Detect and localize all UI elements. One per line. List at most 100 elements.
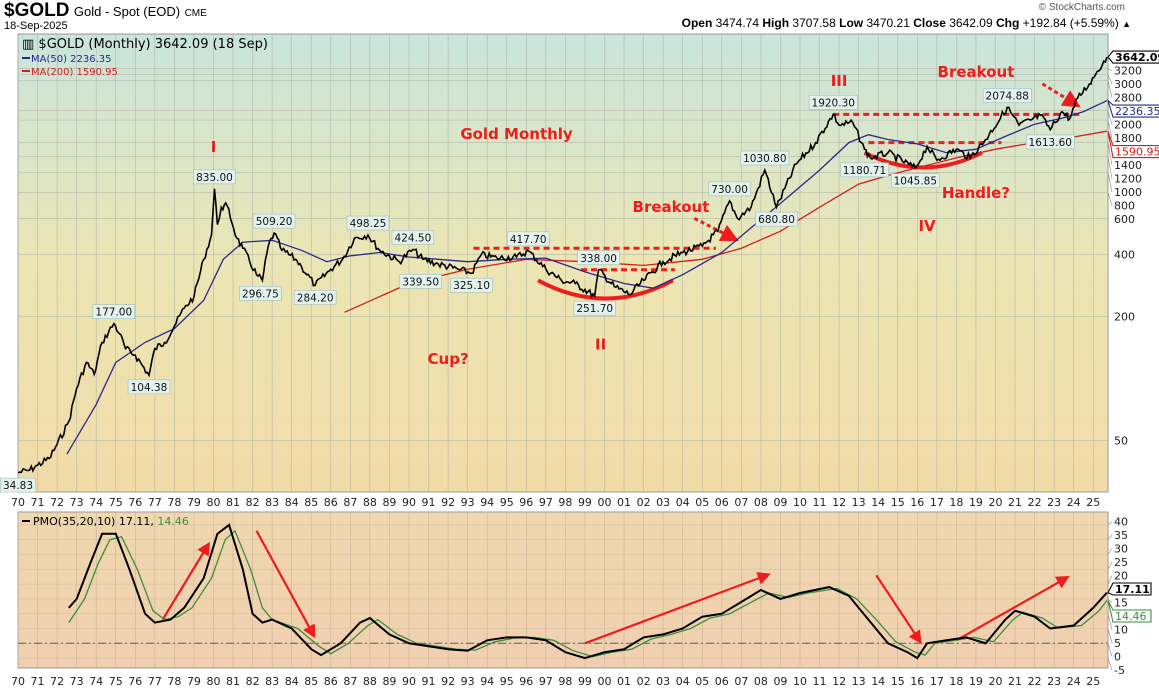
y-tick-label: 1200 <box>1114 173 1142 186</box>
pmo-x-tick-label: 25 <box>1086 675 1100 688</box>
value-label-box <box>293 289 337 305</box>
ma50-line <box>66 100 1108 455</box>
pmo-x-tick-label: 04 <box>676 675 690 688</box>
x-tick-label: 81 <box>226 496 240 509</box>
x-tick-label: 86 <box>324 496 338 509</box>
pmo-x-tick-label: 03 <box>656 675 670 688</box>
x-tick-label: 84 <box>285 496 299 509</box>
value-label: 835.00 <box>196 172 233 184</box>
open-value: 3474.74 <box>715 16 760 30</box>
value-label: 2074.88 <box>986 90 1029 102</box>
x-tick-label: 14 <box>871 496 885 509</box>
pmo-tick-leader <box>1107 628 1113 644</box>
value-label-box <box>391 230 435 245</box>
bar-icon: ▥ <box>22 37 38 52</box>
pmo-x-tick-label: 01 <box>617 675 631 688</box>
x-tick-label: 91 <box>422 496 436 509</box>
x-tick-label: 93 <box>461 496 475 509</box>
ohlc-bar: Open 3474.74 High 3707.58 Low 3470.21 Cl… <box>682 16 1131 31</box>
up-triangle-icon: ▲ <box>1122 19 1131 29</box>
x-tick-label: 94 <box>480 496 494 509</box>
x-tick-label: 98 <box>558 496 572 509</box>
x-tick-label: 02 <box>637 496 651 509</box>
x-tick-label: 18 <box>949 496 963 509</box>
y-tick-label: 3000 <box>1114 78 1142 91</box>
pmo-x-tick-label: 98 <box>558 675 572 688</box>
value-label: 680.80 <box>758 214 795 226</box>
value-label: 34.83 <box>3 480 33 492</box>
tick-leader <box>1107 80 1113 98</box>
value-label: 339.50 <box>402 276 439 288</box>
value-label-box <box>808 95 858 110</box>
pmo-x-tick-label: 90 <box>402 675 416 688</box>
tick-leader <box>1107 172 1113 193</box>
symbol: $GOLD <box>4 0 70 21</box>
value-label: 498.25 <box>350 218 387 230</box>
value-label-box <box>399 274 442 289</box>
value-label: 177.00 <box>95 307 132 319</box>
x-tick-label: 96 <box>519 496 533 509</box>
value-label-box <box>890 173 940 189</box>
pmo-x-tick-label: 82 <box>246 675 260 688</box>
x-tick-label: 78 <box>167 496 181 509</box>
x-tick-label: 24 <box>1067 496 1081 509</box>
x-tick-label: 76 <box>128 496 142 509</box>
pmo-x-tick-label: 86 <box>324 675 338 688</box>
change-value: +192.84 (+5.59%) <box>1022 16 1119 30</box>
legend-price: ▥ $GOLD (Monthly) 3642.09 (18 Sep) <box>22 37 268 52</box>
x-tick-label: 04 <box>676 496 690 509</box>
legend-price-text: $GOLD (Monthly) 3642.09 (18 Sep) <box>38 37 268 52</box>
x-tick-label: 10 <box>793 496 807 509</box>
value-label-box <box>577 250 620 266</box>
pmo-y-tick-label: 35 <box>1114 529 1128 542</box>
pmo-x-tick-label: 17 <box>930 675 944 688</box>
pmo-y-tick-label: 40 <box>1114 516 1128 529</box>
x-tick-label: 90 <box>402 496 416 509</box>
pmo-x-tick-label: 92 <box>441 675 455 688</box>
chart-title: $GOLD Gold - Spot (EOD) CME <box>4 1 207 24</box>
legend-ma50: MA(50) 2236.35 <box>31 54 112 65</box>
pmo-badge: 14.46 <box>1115 610 1147 623</box>
pmo-y-tick-label: 5 <box>1114 637 1121 650</box>
y-tick-label: 2800 <box>1114 92 1142 105</box>
watermark: © StockCharts.com <box>1038 2 1125 13</box>
pmo-x-tick-label: 16 <box>910 675 924 688</box>
value-label-box <box>239 286 282 301</box>
x-tick-label: 19 <box>969 496 983 509</box>
ma200-line <box>344 130 1108 313</box>
badge-box <box>1106 99 1159 118</box>
pmo-x-tick-label: 12 <box>832 675 846 688</box>
tick-leader <box>1107 156 1113 179</box>
x-tick-label: 03 <box>656 496 670 509</box>
x-tick-label: 71 <box>31 496 45 509</box>
pmo-x-tick-label: 24 <box>1067 675 1081 688</box>
pmo-x-tick-label: 05 <box>695 675 709 688</box>
value-label-box <box>450 277 493 293</box>
pmo-x-tick-label: 78 <box>167 675 181 688</box>
tick-leader <box>1107 120 1113 139</box>
pmo-tick-leader <box>1107 575 1113 585</box>
value-label: 424.50 <box>395 232 432 244</box>
value-label: 1045.85 <box>894 176 937 188</box>
badge-box <box>1107 130 1159 159</box>
pmo-plot-area <box>17 511 1109 669</box>
pmo-x-tick-label: 00 <box>598 675 612 688</box>
x-tick-label: 77 <box>148 496 162 509</box>
legend-ma200: MA(200) 1590.95 <box>31 67 118 78</box>
pmo-line <box>68 523 1108 660</box>
pmo-trend-arrow <box>955 576 1070 642</box>
value-label-box <box>708 181 751 197</box>
x-tick-label: 82 <box>246 496 260 509</box>
x-tick-label: 87 <box>343 496 357 509</box>
value-label-box <box>252 213 296 229</box>
y-tick-label: 1800 <box>1114 132 1142 145</box>
annotation-text: Handle? <box>942 184 1010 202</box>
pmo-y-tick-label: 0 <box>1114 651 1121 664</box>
value-label-box <box>573 300 616 316</box>
pmo-x-tick-label: 88 <box>363 675 377 688</box>
x-tick-label: 08 <box>754 496 768 509</box>
value-label-box <box>840 162 889 178</box>
pmo-x-tick-label: 76 <box>128 675 142 688</box>
